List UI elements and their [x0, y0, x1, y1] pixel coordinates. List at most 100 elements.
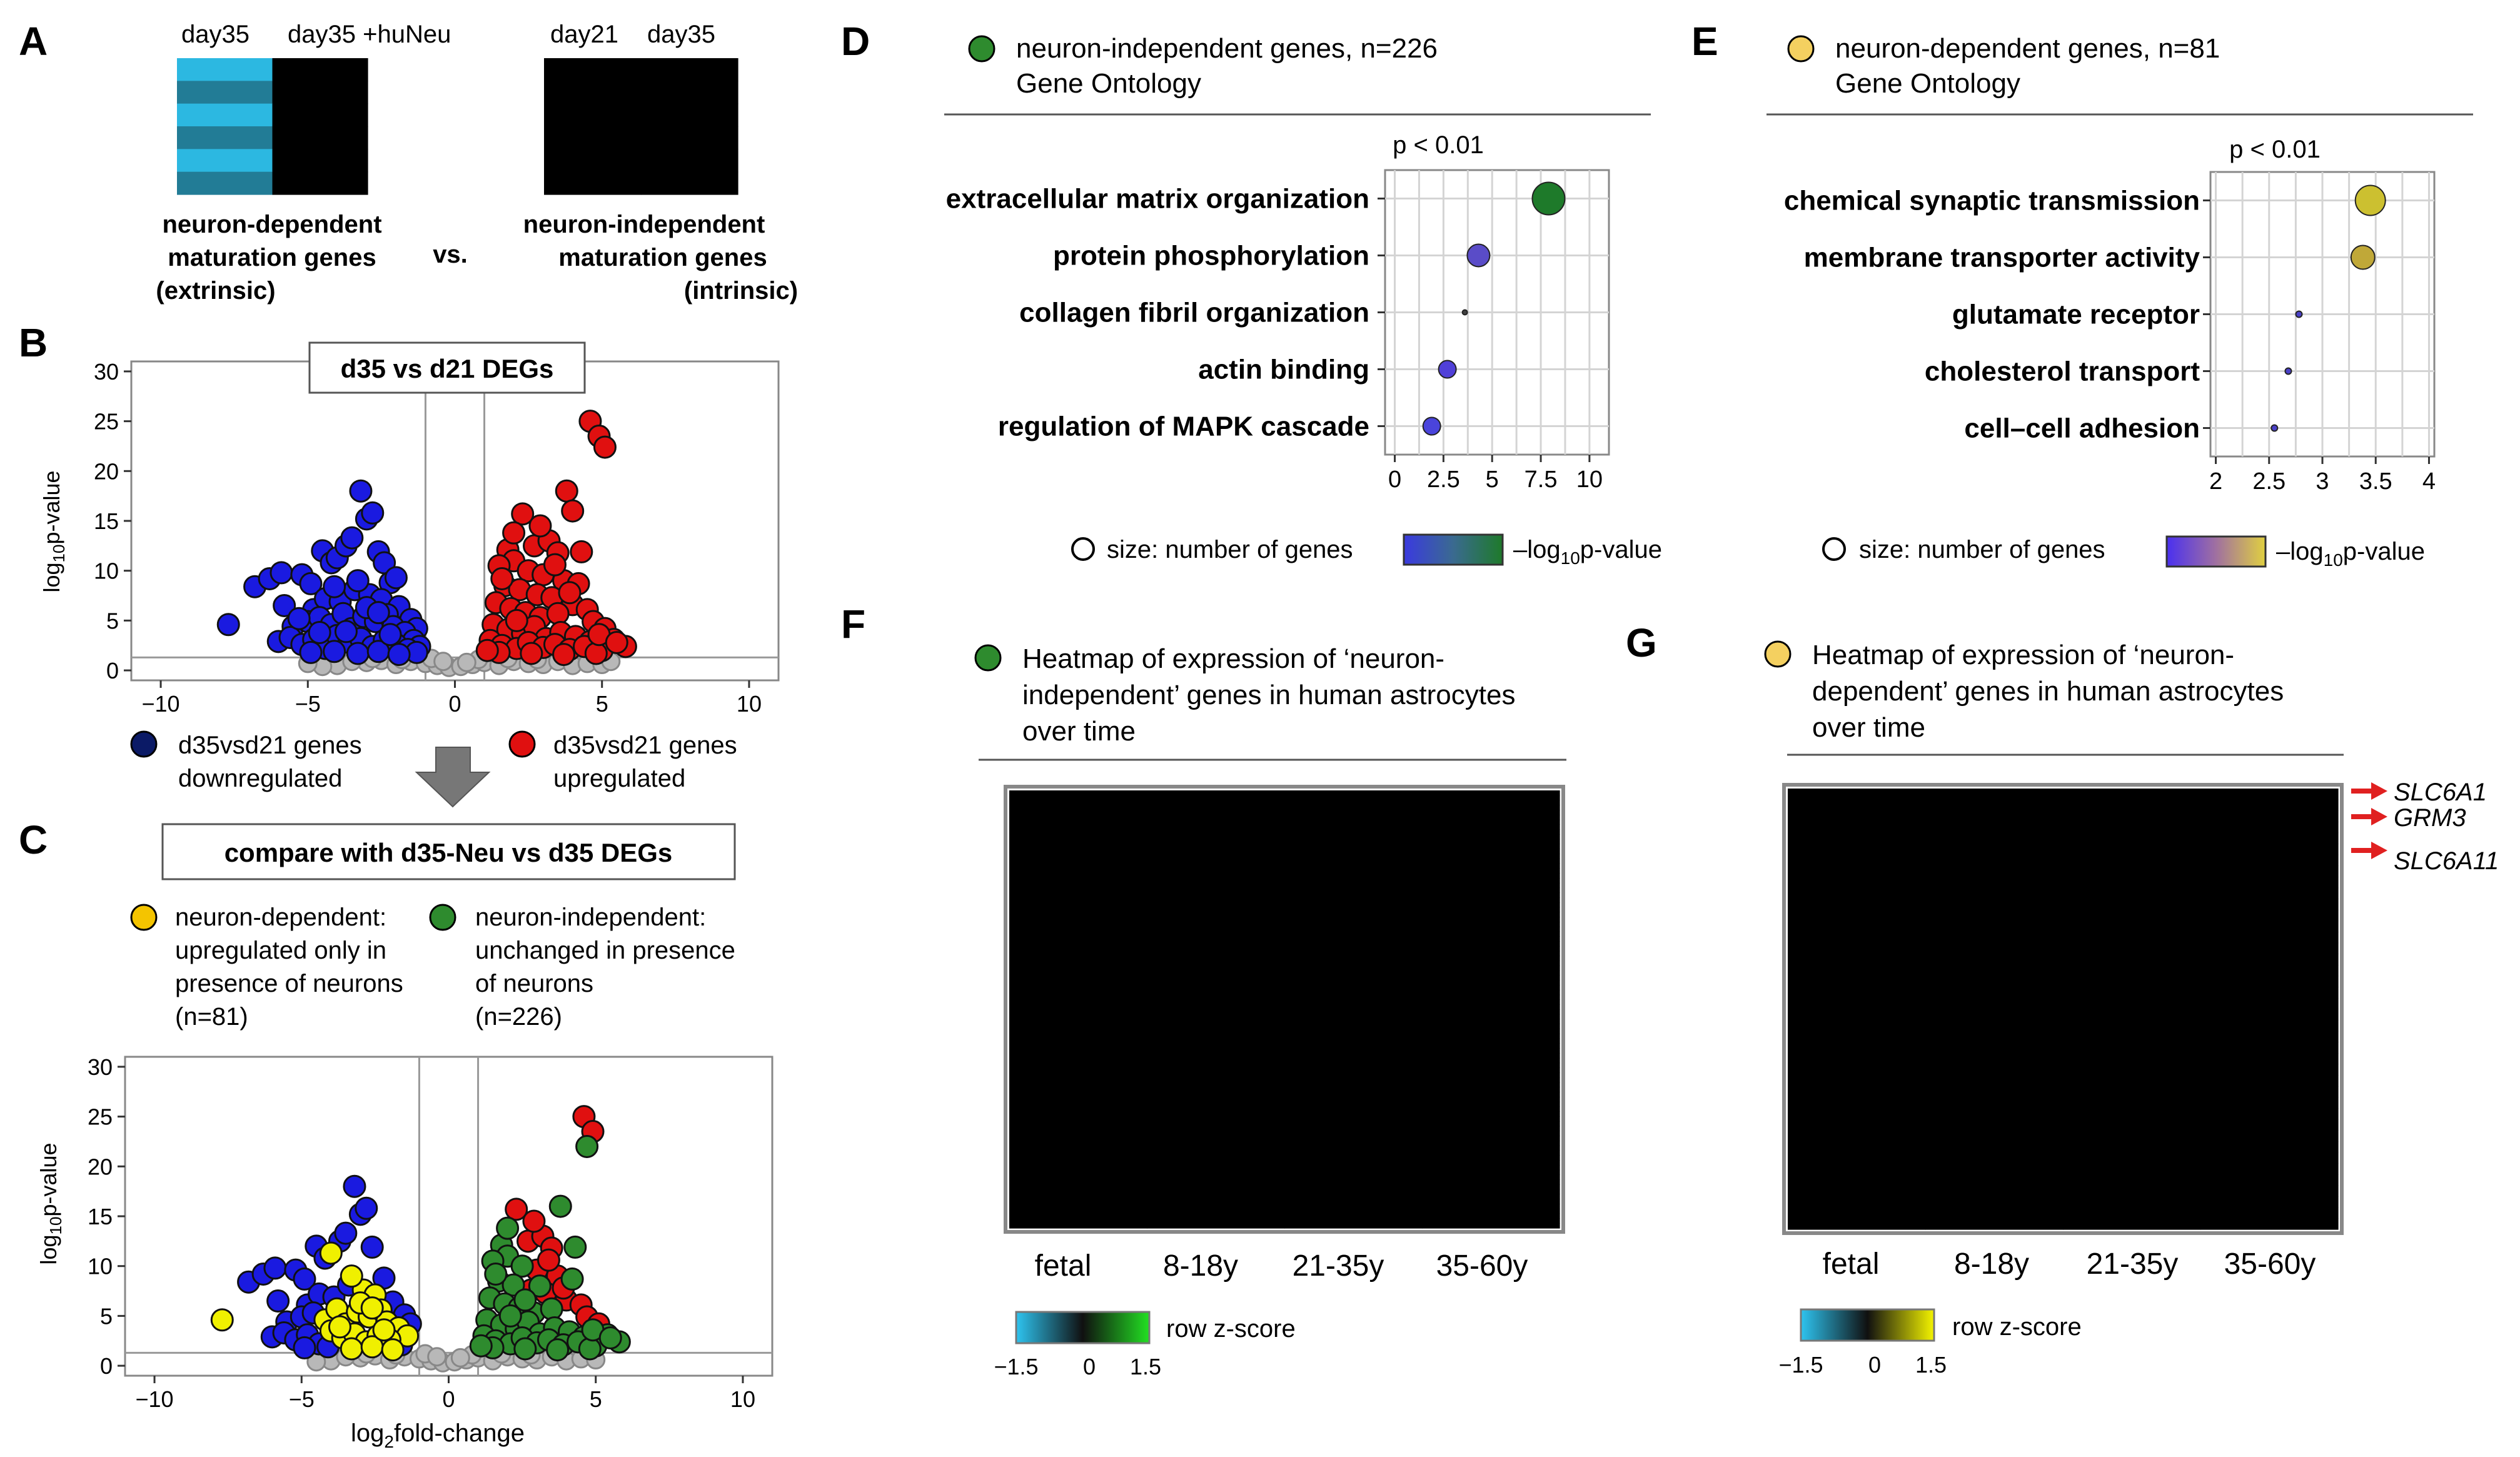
heatmap-cell: [1284, 1160, 1423, 1166]
heatmap-cell: [1009, 1077, 1147, 1083]
g-scale-label: row z-score: [1952, 1313, 2082, 1341]
heatmap-cell: [2200, 832, 2339, 844]
heatmap-cell: [1147, 1014, 1285, 1020]
heatmap-cell: [1422, 1169, 1560, 1176]
heatmap-cell: [1009, 912, 1147, 917]
heatmap-cell: [1422, 1111, 1560, 1117]
d-color-legend-part1: –log: [1513, 536, 1561, 563]
heatmap-cell: [1925, 1097, 2064, 1109]
heatmap-cell: [1147, 960, 1285, 966]
heatmap-cell: [1284, 839, 1423, 845]
heatmap-cell: [1147, 989, 1285, 996]
heatmap-cell: [1284, 1213, 1423, 1219]
heatmap-cell: [1009, 1121, 1147, 1127]
heatmap-cell: [1009, 858, 1147, 864]
heatmap-cell: [2063, 976, 2201, 987]
panel-f: F Heatmap of expression of ‘neuron- inde…: [841, 602, 1566, 1379]
data-point-yellow: [381, 1338, 405, 1362]
f-header-line2: independent’ genes in human astrocytes: [1022, 680, 1515, 710]
heatmap-cell: [1147, 1213, 1285, 1219]
heatmap-cell: [1422, 873, 1560, 879]
go-dot: [1461, 309, 1468, 316]
heatmap-cell: [1147, 1082, 1285, 1088]
data-point-red: [561, 499, 585, 523]
heatmap-cell: [1284, 1155, 1423, 1161]
panel-a: A day35 day35 +huNeu day21 day35 neuron-…: [19, 19, 798, 305]
legend-dependent-line4: (n=81): [175, 1003, 248, 1031]
heatmap-cell: [1284, 849, 1423, 854]
g-col-label-fetal: fetal: [1823, 1248, 1880, 1281]
heatmap-cell: [177, 81, 273, 104]
heatmap-cell: [1284, 1062, 1423, 1068]
heatmap-cell: [1284, 1141, 1423, 1146]
heatmap-cell: [1009, 1126, 1147, 1132]
heatmap-cell: [1422, 902, 1560, 908]
d-size-legend-circle: [1071, 537, 1095, 561]
y-tick-label: 30: [88, 1054, 113, 1080]
heatmap-cell: [2063, 954, 2201, 965]
go-dotplot-e: chemical synaptic transmission membrane t…: [1784, 171, 2436, 495]
go-term-label: collagen fibril organization: [1019, 298, 1369, 328]
heatmap-cell: [1147, 994, 1285, 1001]
heatmap-cell: [1284, 902, 1423, 908]
heatmap-cell: [1788, 832, 1926, 844]
f-col-label-21-35y: 21-35y: [1293, 1249, 1384, 1283]
plot-c-xlabel: log2fold-change: [351, 1419, 525, 1451]
heatmap-cell: [544, 81, 642, 104]
flow-arrow-down: [415, 747, 491, 808]
data-point-blue: [323, 640, 346, 663]
heatmap-cell: [1422, 970, 1560, 976]
heatmap-cell: [177, 58, 273, 81]
heatmap-cell: [1422, 1121, 1560, 1127]
heatmap-cell: [2063, 932, 2201, 944]
heatmap-cell: [272, 126, 368, 149]
y-tick-label: 5: [106, 608, 119, 633]
x-tick-label: 2: [2209, 468, 2222, 495]
heatmap-cell: [1147, 863, 1285, 869]
f-scale-tick-mid: 0: [1083, 1354, 1096, 1379]
heatmap-cell: [1009, 1057, 1147, 1064]
heatmap-cell: [544, 171, 642, 195]
x-tick-label: 10: [1576, 466, 1603, 493]
heatmap-cell: [1009, 1111, 1147, 1117]
g-header-line1: Heatmap of expression of ‘neuron-: [1812, 640, 2234, 670]
heatmap-cell: [1925, 1042, 2064, 1054]
heatmap-cell: [1147, 1131, 1285, 1136]
heatmap-cell: [1009, 965, 1147, 971]
heatmap-cell: [1284, 989, 1423, 996]
heatmap-cell: [1788, 1196, 1926, 1208]
heatmap-cell: [1284, 1194, 1423, 1199]
heatmap-cell: [1422, 917, 1560, 922]
heatmap-cell: [1422, 1014, 1560, 1020]
data-point-green: [469, 1334, 493, 1358]
heatmap-cell: [1284, 1111, 1423, 1117]
heatmap-cell: [1925, 844, 2064, 855]
heatmap-cell: [2063, 1174, 2201, 1186]
heatmap-cell: [1925, 877, 2064, 889]
heatmap-cell: [1284, 887, 1423, 893]
data-point-green: [528, 1274, 552, 1298]
heatmap-cell: [1284, 878, 1423, 884]
heatmap-cell: [1788, 909, 1926, 922]
heatmap-cell: [1284, 790, 1423, 796]
series-blue: [216, 479, 431, 667]
heatmap-cell: [1009, 1048, 1147, 1054]
heatmap-cell: [1009, 1131, 1147, 1136]
data-point-green: [513, 1288, 537, 1312]
heatmap-cell: [2063, 942, 2201, 954]
heatmap-cell: [1009, 795, 1147, 801]
heatmap-cell: [1925, 1196, 2064, 1208]
heatmap-cell: [1422, 1179, 1560, 1185]
heatmap-cell: [1925, 997, 2064, 1010]
heatmap-cell: [1422, 1097, 1560, 1102]
gene-label-slc6a11: SLC6A11: [2394, 847, 2499, 875]
heatmap-cell: [1284, 1169, 1423, 1176]
data-point-blue: [323, 575, 346, 598]
heatmap-cell: [1284, 941, 1423, 947]
heatmap-cell: [1284, 1038, 1423, 1044]
panel-letter-b: B: [19, 320, 48, 365]
heatmap-cell: [1284, 1145, 1423, 1151]
heatmap-cell: [1284, 819, 1423, 825]
data-point-red: [522, 1209, 546, 1233]
y-tick-label: 10: [88, 1254, 113, 1279]
